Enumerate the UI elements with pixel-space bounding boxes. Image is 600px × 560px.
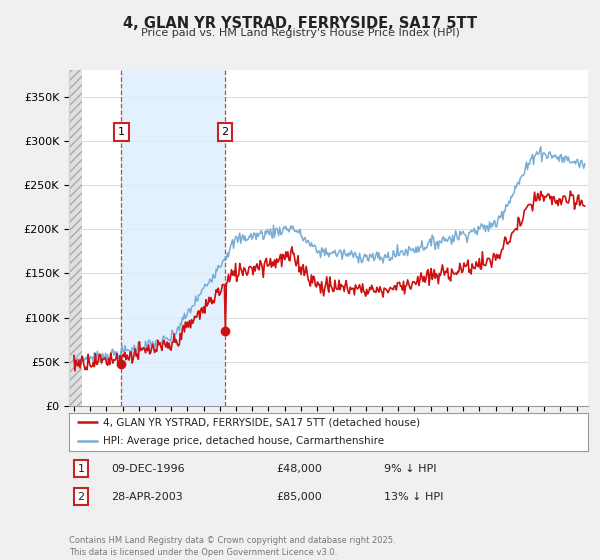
Text: Price paid vs. HM Land Registry's House Price Index (HPI): Price paid vs. HM Land Registry's House … (140, 28, 460, 38)
Text: 13% ↓ HPI: 13% ↓ HPI (384, 492, 443, 502)
Text: 28-APR-2003: 28-APR-2003 (111, 492, 183, 502)
Text: 4, GLAN YR YSTRAD, FERRYSIDE, SA17 5TT (detached house): 4, GLAN YR YSTRAD, FERRYSIDE, SA17 5TT (… (103, 417, 420, 427)
Bar (66, 70, 82, 406)
Text: 2: 2 (77, 492, 85, 502)
Text: 1: 1 (118, 127, 125, 137)
Text: 2: 2 (221, 127, 229, 137)
Text: HPI: Average price, detached house, Carmarthenshire: HPI: Average price, detached house, Carm… (103, 436, 384, 446)
Text: Contains HM Land Registry data © Crown copyright and database right 2025.
This d: Contains HM Land Registry data © Crown c… (69, 536, 395, 557)
Text: £85,000: £85,000 (276, 492, 322, 502)
Text: 9% ↓ HPI: 9% ↓ HPI (384, 464, 437, 474)
Text: 4, GLAN YR YSTRAD, FERRYSIDE, SA17 5TT: 4, GLAN YR YSTRAD, FERRYSIDE, SA17 5TT (123, 16, 477, 31)
Text: 09-DEC-1996: 09-DEC-1996 (111, 464, 185, 474)
Text: £48,000: £48,000 (276, 464, 322, 474)
Text: 1: 1 (77, 464, 85, 474)
Bar (121, 70, 225, 406)
